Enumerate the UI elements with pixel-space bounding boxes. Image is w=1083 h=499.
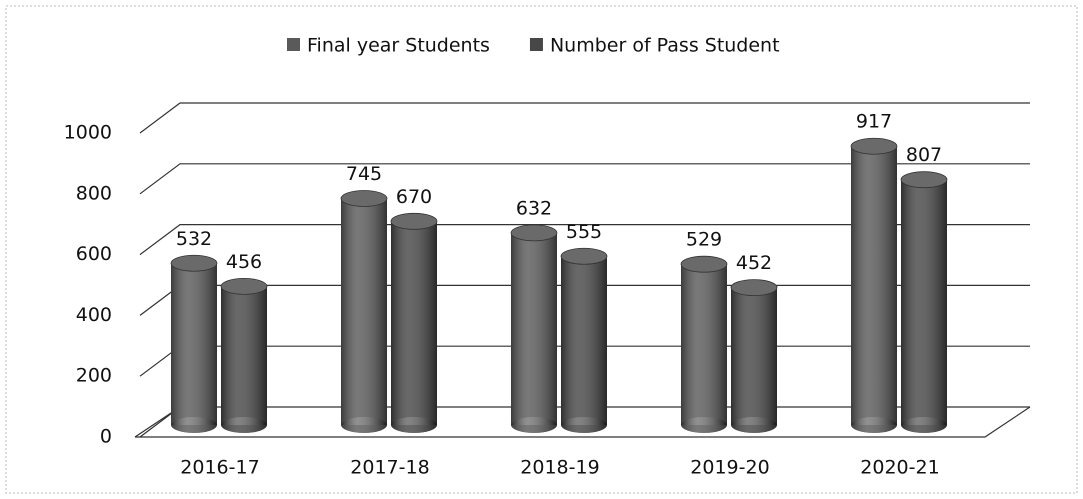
bar bbox=[390, 212, 438, 433]
data-label: 670 bbox=[396, 186, 432, 208]
data-label: 529 bbox=[686, 229, 722, 251]
x-tick-label: 2019-20 bbox=[690, 457, 769, 479]
bar-bottom-shade bbox=[341, 417, 387, 433]
x-tick-label: 2020-21 bbox=[860, 457, 939, 479]
bar-top bbox=[850, 137, 898, 155]
bar-bottom-shade bbox=[221, 417, 267, 433]
bar-top bbox=[170, 254, 218, 272]
grid-line bbox=[139, 102, 1030, 134]
bar-bottom-shade bbox=[851, 417, 897, 433]
grid-line bbox=[139, 163, 1030, 195]
bar-shade bbox=[391, 221, 437, 425]
data-label: 917 bbox=[856, 111, 892, 133]
bar-top bbox=[730, 279, 778, 296]
bar-shade bbox=[341, 198, 387, 425]
bar-bottom-shade bbox=[901, 417, 947, 433]
bar bbox=[680, 255, 728, 433]
bar-shade bbox=[171, 263, 217, 425]
bar bbox=[850, 137, 898, 433]
bar-top bbox=[220, 277, 268, 295]
bar bbox=[220, 277, 268, 433]
y-tick-label: 1000 bbox=[64, 122, 112, 144]
data-label: 532 bbox=[176, 228, 212, 250]
bar-shade bbox=[731, 287, 777, 425]
bar-top bbox=[560, 247, 608, 265]
grid-line bbox=[139, 224, 1030, 256]
y-tick-label: 200 bbox=[76, 365, 112, 387]
frame bbox=[5, 5, 1078, 494]
bar bbox=[510, 224, 558, 433]
bar-top bbox=[900, 171, 948, 189]
bar-shade bbox=[511, 232, 557, 425]
bar bbox=[340, 190, 388, 433]
bar bbox=[900, 171, 948, 433]
y-tick-label: 0 bbox=[100, 426, 112, 448]
bar-shade bbox=[901, 179, 947, 425]
bar-shade bbox=[561, 256, 607, 425]
bar-bottom-shade bbox=[561, 417, 607, 433]
bar bbox=[730, 279, 778, 433]
y-tick-label: 800 bbox=[76, 182, 112, 204]
legend-swatch bbox=[287, 38, 300, 51]
bar bbox=[170, 254, 218, 433]
bar-shade bbox=[851, 146, 897, 425]
floor bbox=[135, 406, 1031, 438]
legend-label: Final year Students bbox=[307, 35, 490, 57]
bar-shade bbox=[221, 286, 267, 425]
bar-top bbox=[680, 255, 728, 273]
y-tick-label: 600 bbox=[76, 243, 112, 265]
bar-bottom-shade bbox=[171, 417, 217, 433]
bar-top bbox=[340, 190, 388, 207]
data-label: 745 bbox=[346, 163, 382, 185]
bar-bottom-shade bbox=[731, 417, 777, 433]
x-tick-label: 2016-17 bbox=[180, 457, 259, 479]
bar-shade bbox=[681, 264, 727, 425]
data-label: 807 bbox=[906, 144, 942, 166]
x-tick-label: 2018-19 bbox=[520, 457, 599, 479]
y-tick-label: 400 bbox=[76, 304, 112, 326]
data-label: 452 bbox=[736, 252, 772, 274]
bar bbox=[560, 247, 608, 433]
legend-label: Number of Pass Student bbox=[550, 35, 780, 57]
data-label: 555 bbox=[566, 221, 602, 243]
x-tick-label: 2017-18 bbox=[350, 457, 429, 479]
bar-top bbox=[390, 212, 438, 230]
data-label: 632 bbox=[516, 197, 552, 219]
bar-bottom-shade bbox=[681, 417, 727, 433]
data-label: 456 bbox=[226, 251, 262, 273]
bar-top bbox=[510, 224, 558, 242]
bar-bottom-shade bbox=[511, 417, 557, 433]
bar-bottom-shade bbox=[391, 417, 437, 433]
legend-swatch bbox=[529, 38, 543, 51]
